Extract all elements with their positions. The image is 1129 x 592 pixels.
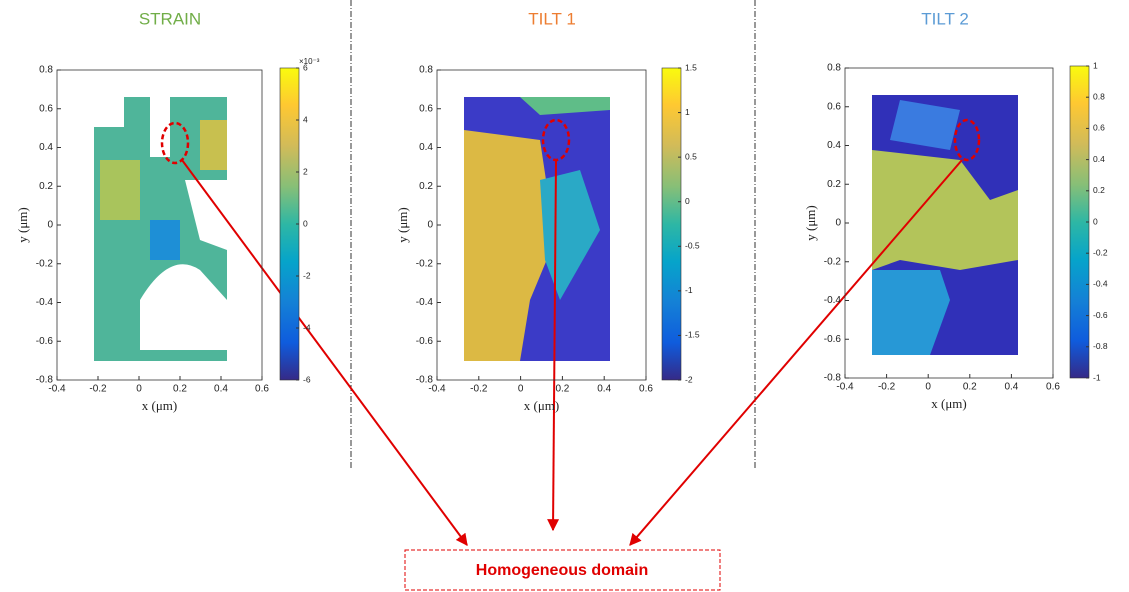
- colorbar-tick-label: 1.5: [685, 62, 697, 72]
- x-tick-label: 0.4: [214, 384, 228, 395]
- y-tick-label: 0.4: [39, 142, 53, 153]
- domain-outline: [953, 118, 981, 162]
- y-tick-label: -0.8: [416, 375, 434, 386]
- colorbar-tick-label: 0.4: [1093, 154, 1105, 164]
- colorbar-tick-label: 0.6: [1093, 123, 1105, 133]
- colorbar-tick-label: -0.5: [685, 241, 700, 251]
- x-axis-label: x (μm): [524, 398, 560, 413]
- x-tick-label: 0.4: [597, 384, 611, 395]
- y-axis-label: y (μm): [15, 207, 30, 243]
- x-axis-label: x (μm): [142, 398, 178, 413]
- y-tick-label: -0.2: [416, 258, 434, 269]
- y-tick-label: -0.2: [824, 256, 842, 267]
- colorbar-tick-label: 0: [303, 218, 308, 228]
- y-tick-label: 0.6: [39, 103, 53, 114]
- y-tick-label: -0.4: [416, 297, 434, 308]
- x-tick-label: 0.6: [1046, 382, 1060, 393]
- colorbar-tick-label: 1: [1093, 60, 1098, 70]
- colorbar-tick-label: -2: [303, 270, 311, 280]
- y-tick-label: -0.6: [416, 336, 434, 347]
- x-tick-label: 0.2: [963, 382, 977, 393]
- y-tick-label: 0.4: [419, 142, 433, 153]
- y-tick-label: 0.2: [39, 181, 53, 192]
- y-tick-label: 0.8: [39, 65, 53, 76]
- strain-map: [94, 97, 227, 361]
- panel-title: TILT 1: [528, 9, 576, 28]
- y-tick-label: -0.8: [36, 375, 54, 386]
- y-tick-label: -0.8: [824, 373, 842, 384]
- y-tick-label: 0.4: [827, 140, 841, 151]
- x-tick-label: 0.2: [555, 384, 569, 395]
- x-tick-label: 0.6: [255, 384, 269, 395]
- y-tick-label: -0.2: [36, 258, 54, 269]
- y-tick-label: -0.6: [36, 336, 54, 347]
- y-tick-label: 0: [835, 218, 841, 229]
- colorbar-tick-label: -0.8: [1093, 341, 1108, 351]
- domain-outline: [160, 121, 190, 165]
- tilt2-map: [872, 95, 1018, 355]
- colorbar-tick-label: -0.2: [1093, 247, 1108, 257]
- colorbar-tick-label: -4: [303, 322, 311, 332]
- y-tick-label: 0.8: [827, 63, 841, 74]
- colorbar-tick-label: 6: [303, 62, 308, 72]
- colorbar-tick-label: 4: [303, 114, 308, 124]
- colorbar-tick-label: 1: [685, 107, 690, 117]
- y-tick-label: 0.2: [827, 179, 841, 190]
- arrow: [547, 159, 560, 532]
- colorbar-tick-label: 0.5: [685, 151, 697, 161]
- colorbar-tick-label: 0.8: [1093, 91, 1105, 101]
- x-tick-label: 0: [925, 382, 931, 393]
- x-tick-label: -0.2: [878, 382, 896, 393]
- panel-title: TILT 2: [921, 9, 969, 28]
- colorbar-tick-label: -1.5: [685, 330, 700, 340]
- colorbar-scale: ×10⁻³: [299, 57, 320, 66]
- y-tick-label: 0.2: [419, 181, 433, 192]
- tilt1-map: [464, 97, 610, 361]
- annotation-box: [404, 549, 721, 591]
- x-tick-label: 0.4: [1004, 382, 1018, 393]
- colorbar-tick-label: 0: [1093, 216, 1098, 226]
- colorbar-tick-label: -1: [685, 285, 693, 295]
- y-tick-label: 0: [427, 220, 433, 231]
- y-tick-label: -0.4: [36, 297, 54, 308]
- colorbar-tick-label: -0.4: [1093, 279, 1108, 289]
- x-tick-label: 0.2: [173, 384, 187, 395]
- x-tick-label: -0.4: [48, 384, 66, 395]
- arrow: [181, 159, 468, 546]
- x-tick-label: 0: [518, 384, 524, 395]
- colorbar-tick-label: -1: [1093, 372, 1101, 382]
- y-tick-label: -0.4: [824, 295, 842, 306]
- x-tick-label: 0: [136, 384, 142, 395]
- y-tick-label: 0.6: [827, 101, 841, 112]
- y-axis-label: y (μm): [803, 205, 818, 241]
- colorbar-tick-label: -0.6: [1093, 310, 1108, 320]
- x-tick-label: -0.2: [470, 384, 488, 395]
- x-tick-label: 0.6: [639, 384, 653, 395]
- colorbar: [661, 67, 682, 381]
- colorbar-tick-label: 0: [685, 196, 690, 206]
- y-axis-label: y (μm): [395, 207, 410, 243]
- y-tick-label: 0.6: [419, 103, 433, 114]
- colorbar-tick-label: 0.2: [1093, 185, 1105, 195]
- y-tick-label: 0.8: [419, 65, 433, 76]
- colorbar-tick-label: -2: [685, 374, 693, 384]
- colorbar-tick-label: 2: [303, 166, 308, 176]
- y-tick-label: -0.6: [824, 334, 842, 345]
- panel-title: STRAIN: [139, 9, 201, 28]
- x-axis-label: x (μm): [931, 396, 967, 411]
- x-tick-label: -0.2: [89, 384, 107, 395]
- y-tick-label: 0: [47, 220, 53, 231]
- colorbar-tick-label: -6: [303, 374, 311, 384]
- x-tick-label: -0.4: [836, 382, 854, 393]
- x-tick-label: -0.4: [428, 384, 446, 395]
- annotation: Homogeneous domain: [476, 562, 648, 579]
- arrow: [629, 159, 963, 546]
